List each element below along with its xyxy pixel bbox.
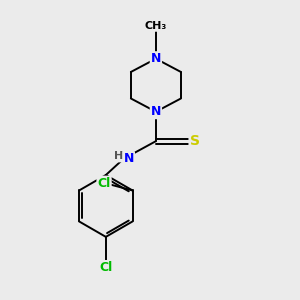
Text: Cl: Cl xyxy=(98,177,111,190)
Text: N: N xyxy=(151,52,161,65)
Text: H: H xyxy=(114,152,123,161)
Text: N: N xyxy=(151,105,161,118)
Text: CH₃: CH₃ xyxy=(145,21,167,31)
Text: S: S xyxy=(190,134,200,148)
Text: Cl: Cl xyxy=(99,261,112,274)
Text: N: N xyxy=(124,152,134,165)
